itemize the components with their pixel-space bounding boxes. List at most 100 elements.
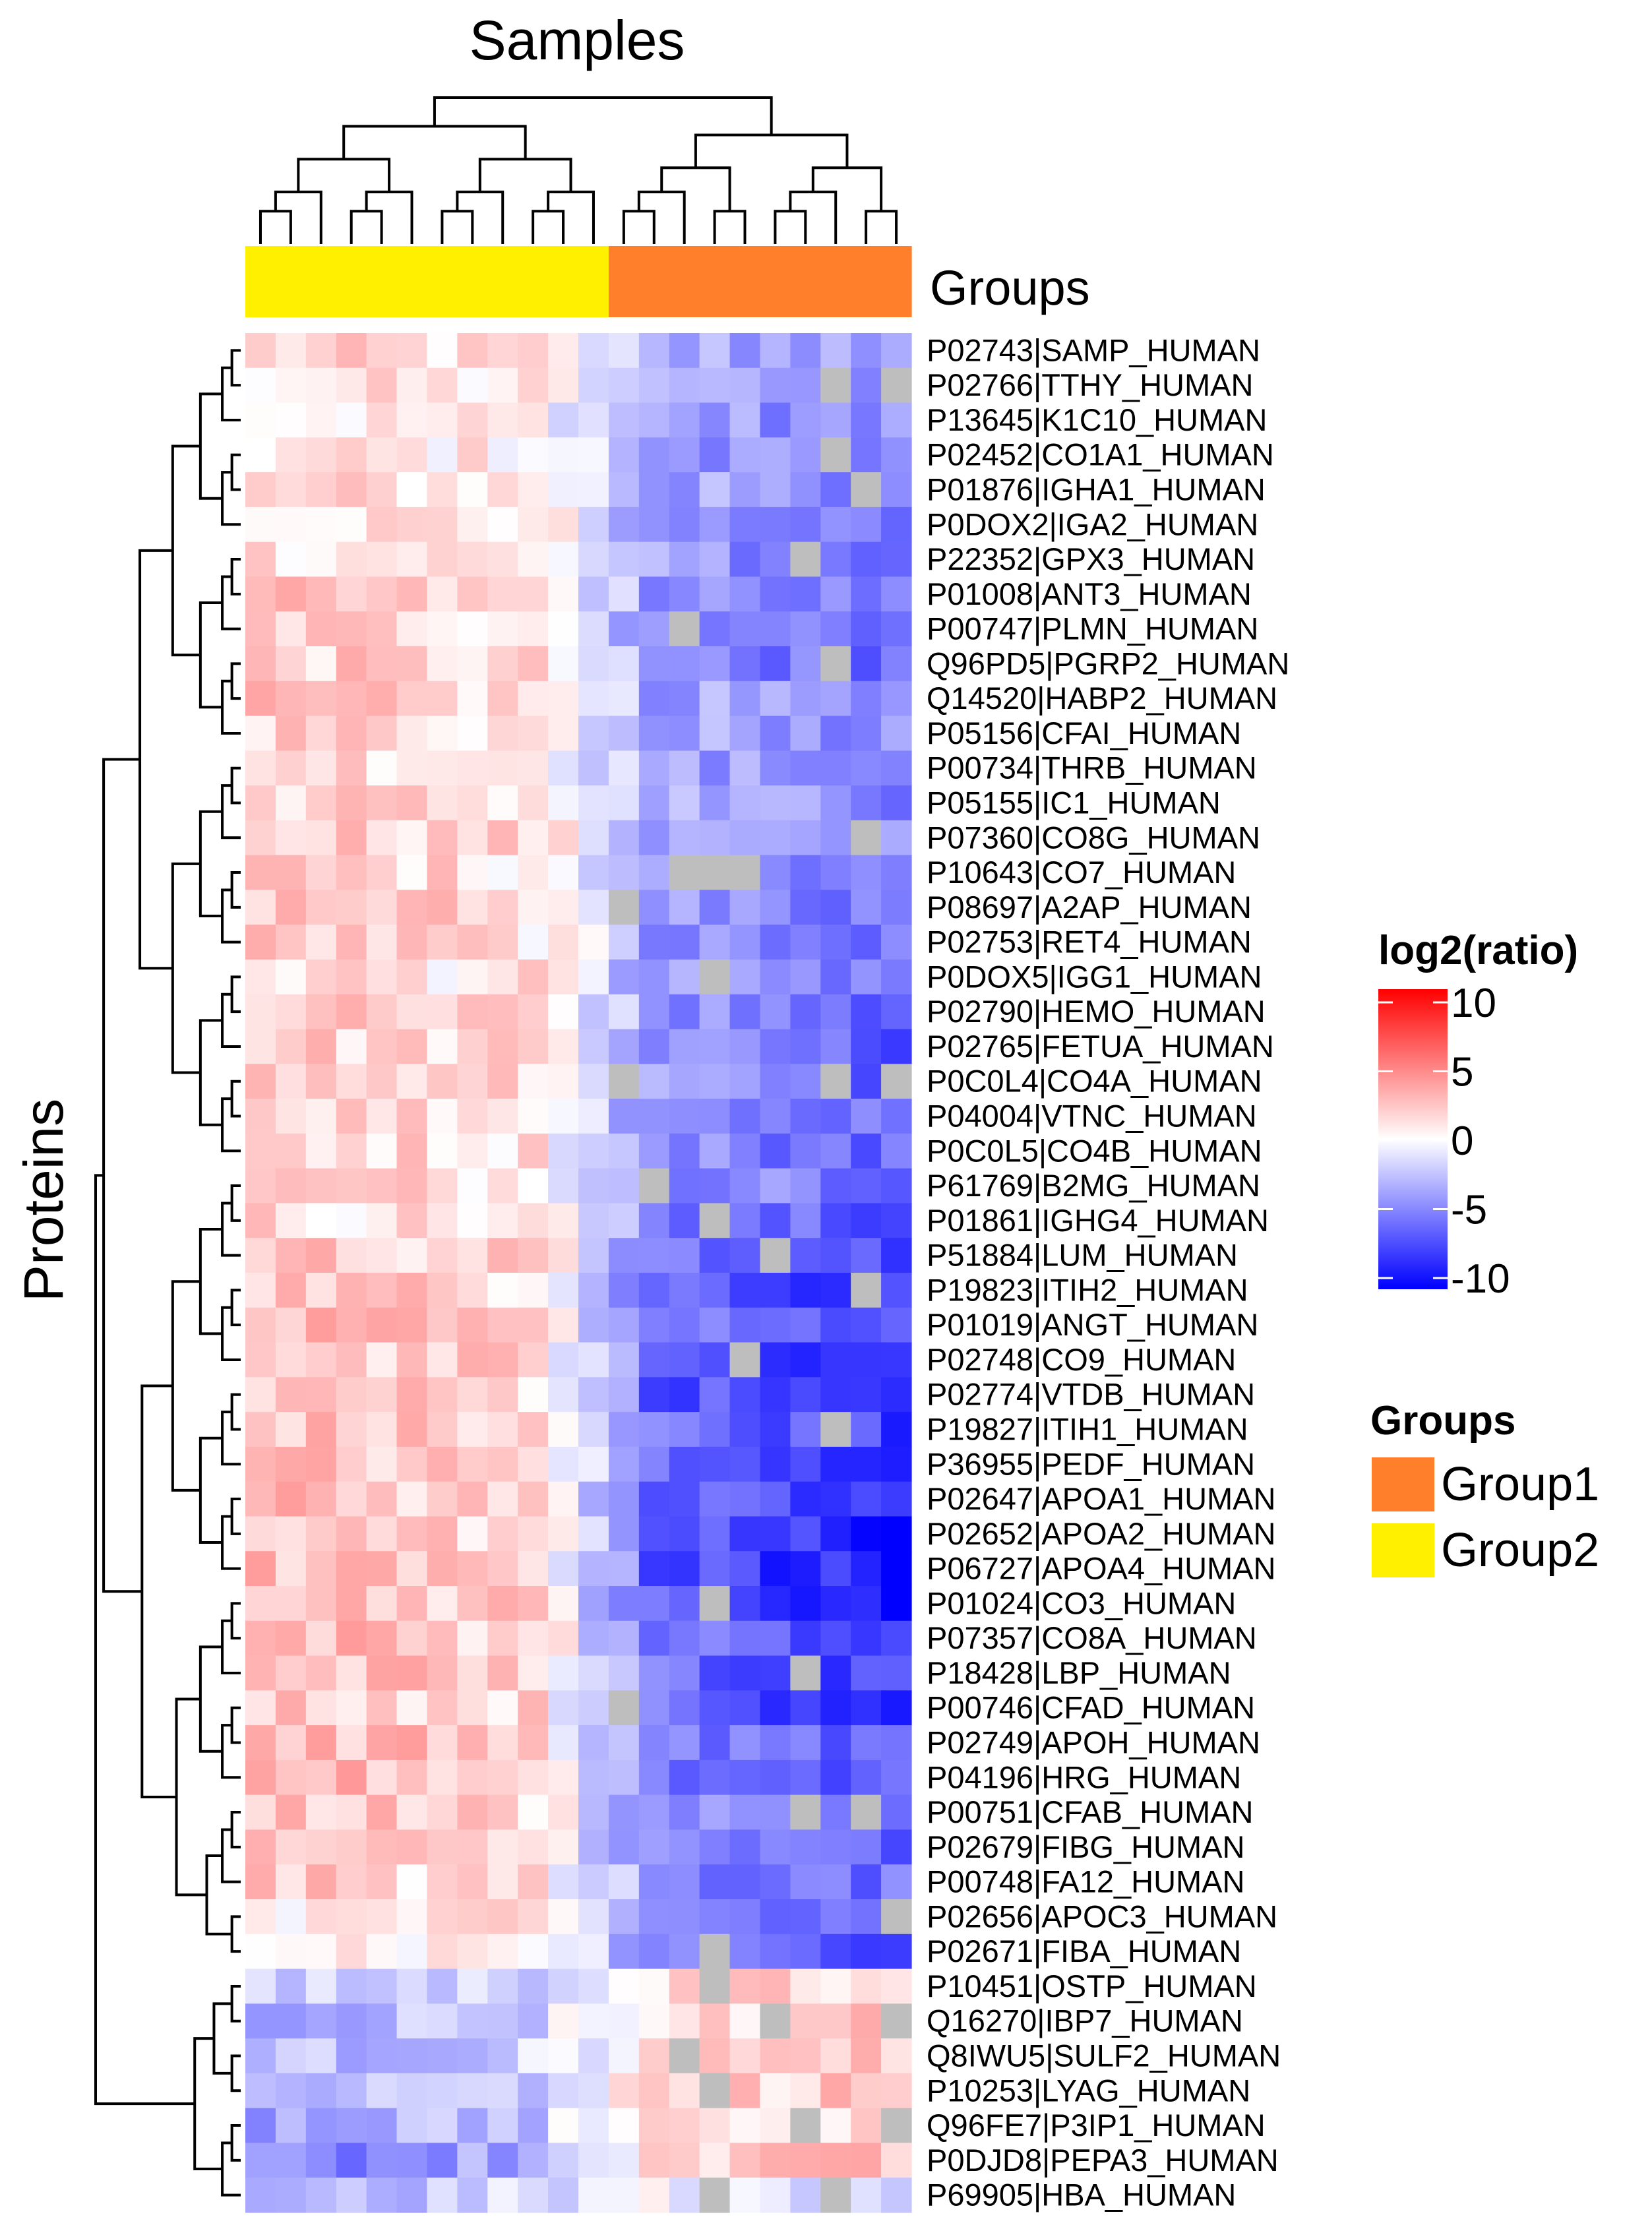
heatmap-cell bbox=[427, 1446, 458, 1482]
heatmap-cell bbox=[851, 925, 882, 960]
heatmap-cell bbox=[851, 820, 882, 856]
heatmap-cell bbox=[396, 1934, 428, 1970]
heatmap-cell bbox=[851, 1064, 882, 1099]
heatmap-cell bbox=[578, 1307, 609, 1343]
heatmap-cell bbox=[275, 960, 307, 995]
heatmap-cell bbox=[608, 506, 640, 543]
heatmap-cell bbox=[699, 2178, 731, 2213]
heatmap-cell bbox=[396, 855, 428, 891]
heatmap-cell bbox=[729, 2108, 761, 2144]
heatmap-cell bbox=[578, 1273, 609, 1308]
row-dendrogram-branch bbox=[230, 453, 241, 491]
heatmap-cell bbox=[457, 506, 488, 543]
row-label: P02748|CO9_HUMAN bbox=[927, 1342, 1236, 1377]
heatmap-cell bbox=[699, 820, 731, 856]
row-label: P61769|B2MG_HUMAN bbox=[927, 1168, 1260, 1203]
heatmap-cell bbox=[548, 1099, 579, 1134]
heatmap-cell bbox=[487, 1273, 518, 1308]
heatmap-cell bbox=[245, 1620, 276, 1657]
heatmap-cell bbox=[427, 1551, 458, 1587]
heatmap-cell bbox=[245, 646, 276, 682]
heatmap-cell bbox=[608, 646, 640, 682]
heatmap-cell bbox=[245, 2038, 276, 2074]
legend-tick-label: -10 bbox=[1451, 1256, 1510, 1302]
heatmap-cell bbox=[518, 1551, 549, 1587]
heatmap-cell bbox=[396, 960, 428, 995]
heatmap-cell bbox=[851, 1516, 882, 1552]
heatmap-cell bbox=[487, 925, 518, 960]
heatmap-cell bbox=[669, 646, 700, 682]
heatmap-cell bbox=[457, 716, 488, 751]
heatmap-cell bbox=[275, 576, 307, 612]
heatmap-cell bbox=[427, 1759, 458, 1796]
heatmap-cell bbox=[487, 333, 518, 369]
heatmap-cell bbox=[760, 890, 791, 925]
row-dendrogram-branch bbox=[199, 601, 223, 709]
heatmap-cell bbox=[427, 1064, 458, 1099]
heatmap-cell bbox=[881, 1725, 912, 1761]
heatmap-cell bbox=[366, 1690, 398, 1726]
heatmap-cell bbox=[305, 402, 337, 438]
heatmap-cell bbox=[457, 1934, 488, 1970]
heatmap-cell bbox=[548, 1064, 579, 1099]
heatmap-cell bbox=[638, 1759, 670, 1796]
heatmap-cell bbox=[245, 541, 276, 578]
heatmap-cell bbox=[881, 611, 912, 647]
heatmap-cell bbox=[851, 646, 882, 682]
heatmap-cell bbox=[669, 925, 700, 960]
heatmap-cell bbox=[638, 1516, 670, 1552]
heatmap-cell bbox=[699, 855, 731, 891]
heatmap-cell bbox=[669, 437, 700, 473]
heatmap-cell bbox=[669, 576, 700, 612]
heatmap-cell bbox=[275, 541, 307, 578]
row-label: P0C0L5|CO4B_HUMAN bbox=[927, 1133, 1262, 1168]
heatmap-cell bbox=[275, 1446, 307, 1482]
row-label: P01024|CO3_HUMAN bbox=[927, 1585, 1236, 1620]
heatmap-cell bbox=[729, 541, 761, 578]
heatmap-cell bbox=[820, 890, 851, 925]
heatmap-cell bbox=[820, 367, 851, 404]
heatmap-cell bbox=[245, 1829, 276, 1865]
heatmap-cell bbox=[820, 646, 851, 682]
heatmap-cell bbox=[578, 333, 609, 369]
heatmap-cell bbox=[457, 333, 488, 369]
heatmap-cell bbox=[548, 1620, 579, 1657]
heatmap-cell bbox=[760, 994, 791, 1030]
heatmap-cell bbox=[578, 646, 609, 682]
heatmap-cell bbox=[578, 1412, 609, 1448]
heatmap-cell bbox=[669, 1377, 700, 1413]
heatmap-cell bbox=[548, 1481, 579, 1517]
heatmap-cell bbox=[457, 1620, 488, 1657]
row-dendrogram-branch bbox=[199, 1645, 223, 1753]
row-label: Q96FE7|P3IP1_HUMAN bbox=[927, 2108, 1266, 2143]
heatmap-cell bbox=[366, 402, 398, 438]
heatmap-cell bbox=[881, 2073, 912, 2109]
heatmap-cell bbox=[820, 1620, 851, 1657]
heatmap-cell bbox=[851, 1412, 882, 1448]
heatmap-cell bbox=[608, 2108, 640, 2144]
heatmap-cells bbox=[245, 333, 912, 2213]
heatmap-cell bbox=[608, 1516, 640, 1552]
heatmap-cell bbox=[245, 402, 276, 438]
heatmap-cell bbox=[760, 1725, 791, 1761]
heatmap-cell bbox=[366, 1516, 398, 1552]
heatmap-cell bbox=[881, 1516, 912, 1552]
row-label: P08697|A2AP_HUMAN bbox=[927, 890, 1252, 925]
heatmap-cell bbox=[790, 2178, 821, 2213]
heatmap-cell bbox=[638, 646, 670, 682]
heatmap-cell bbox=[638, 716, 670, 751]
heatmap-cell bbox=[760, 1412, 791, 1448]
heatmap-cell bbox=[699, 472, 731, 508]
heatmap-cell bbox=[396, 1064, 428, 1099]
heatmap-cell bbox=[336, 576, 367, 612]
heatmap-cell bbox=[487, 402, 518, 438]
heatmap-cell bbox=[457, 2038, 488, 2074]
heatmap-cell bbox=[578, 472, 609, 508]
heatmap-cell bbox=[396, 506, 428, 543]
heatmap-cell bbox=[305, 1168, 337, 1204]
row-label: P0DOX5|IGG1_HUMAN bbox=[927, 959, 1262, 994]
heatmap-cell bbox=[487, 2003, 518, 2039]
group-legend: Groups Group1 Group2 bbox=[1370, 1398, 1599, 1577]
heatmap-cell bbox=[487, 750, 518, 786]
heatmap-cell bbox=[548, 1829, 579, 1865]
